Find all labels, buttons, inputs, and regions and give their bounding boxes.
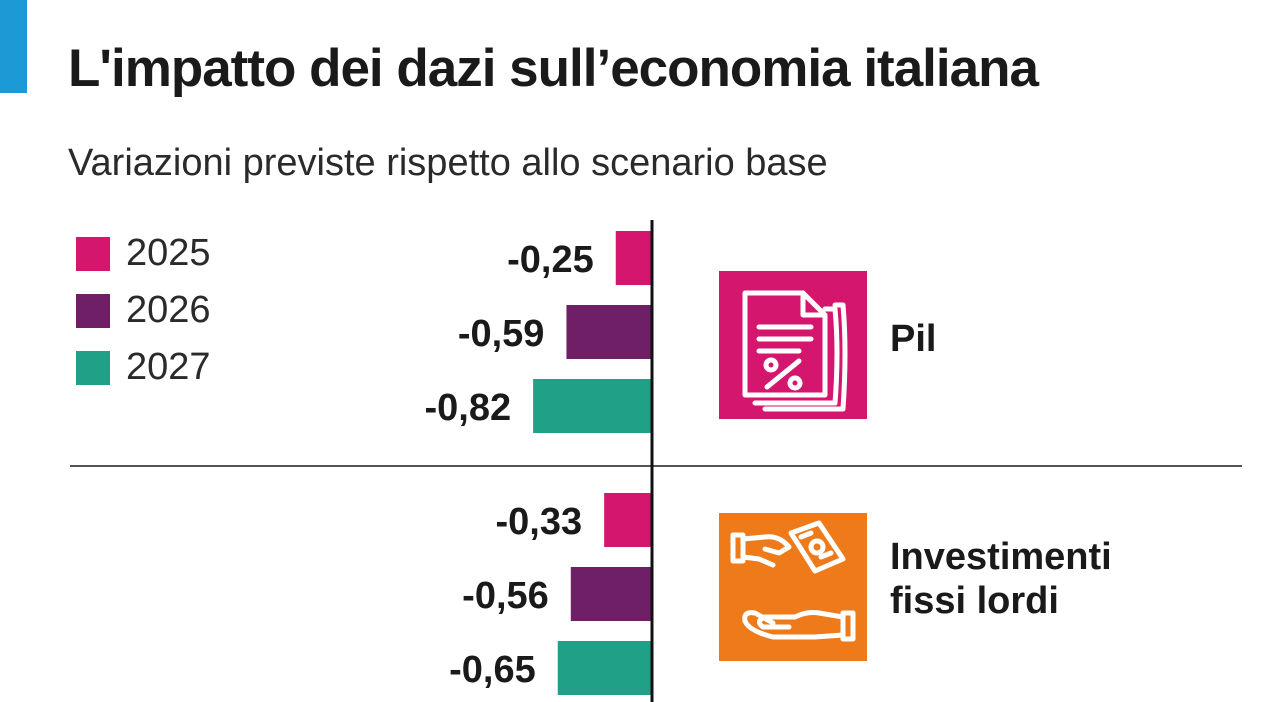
legend: 2025 2026 2027 (76, 225, 211, 396)
category-label-pil: Pil (890, 318, 936, 362)
legend-item-2025: 2025 (76, 225, 211, 282)
legend-label-2027: 2027 (126, 346, 211, 388)
data-label-2027-investimenti: -0,65 (449, 649, 536, 691)
legend-swatch-2027 (76, 350, 110, 385)
category-label-investimenti-line-1: Investimenti (890, 536, 1112, 578)
hand-money-icon (719, 513, 867, 661)
legend-swatch-2026 (76, 293, 110, 328)
data-label-2025-investimenti: -0,33 (496, 501, 583, 543)
accent-bar (0, 0, 27, 93)
chart-title: L'impatto dei dazi sull’economia italian… (68, 39, 1039, 98)
bar-2025-pil (615, 231, 652, 285)
legend-label-2025: 2025 (126, 232, 211, 274)
bar-2026-investimenti (570, 567, 652, 621)
bar-2027-investimenti (557, 641, 652, 695)
data-label-2026-pil: -0,59 (458, 313, 545, 355)
bar-2025-investimenti (604, 493, 652, 547)
legend-item-2026: 2026 (76, 282, 211, 339)
chart-subtitle: Variazioni previste rispetto allo scenar… (68, 142, 828, 184)
data-label-2025-pil: -0,25 (507, 239, 594, 281)
bar-2027-pil (533, 379, 652, 433)
category-label-investimenti-line-2: fissi lordi (890, 579, 1059, 622)
legend-label-2026: 2026 (126, 289, 211, 331)
data-label-2026-investimenti: -0,56 (462, 575, 549, 617)
category-label-pil-line: Pil (890, 318, 937, 360)
bar-2026-pil (566, 305, 652, 359)
legend-swatch-2025 (76, 236, 110, 271)
data-label-2027-pil: -0,82 (424, 387, 511, 429)
legend-item-2027: 2027 (76, 339, 211, 396)
document-percent-icon (719, 271, 867, 419)
category-label-investimenti: Investimenti fissi lordi (890, 536, 1112, 623)
